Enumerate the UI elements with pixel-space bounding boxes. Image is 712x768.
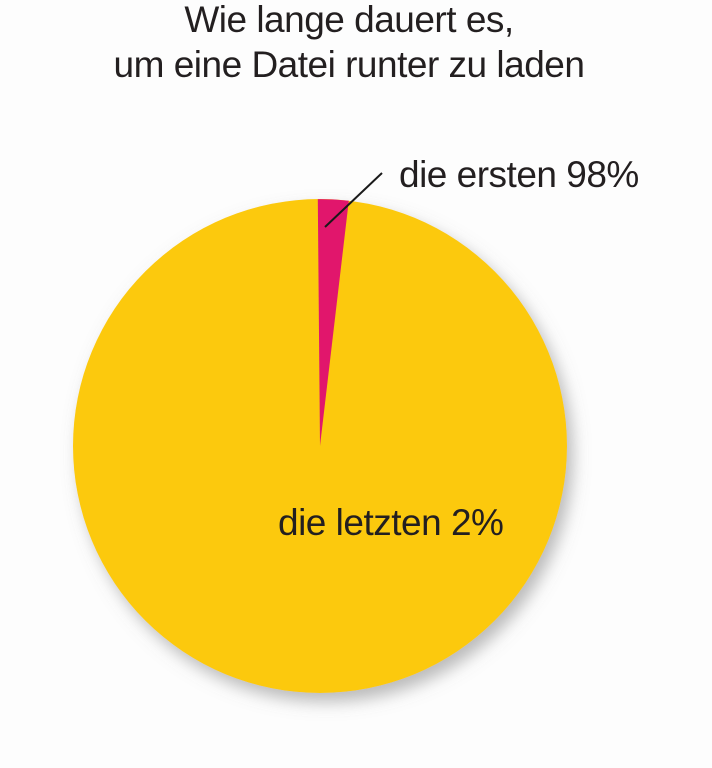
- leader-line: [324, 172, 383, 228]
- label-small-slice: die ersten 98%: [399, 154, 639, 195]
- chart-title-line-1: Wie lange dauert es,: [184, 0, 514, 40]
- pie-body: [73, 199, 567, 693]
- label-large-slice: die letzten 2%: [278, 502, 504, 543]
- chart-title: Wie lange dauert es, um eine Datei runte…: [0, 0, 712, 87]
- chart-title-line-2: um eine Datei runter zu laden: [113, 44, 585, 85]
- pie-slice-small: [317, 199, 349, 446]
